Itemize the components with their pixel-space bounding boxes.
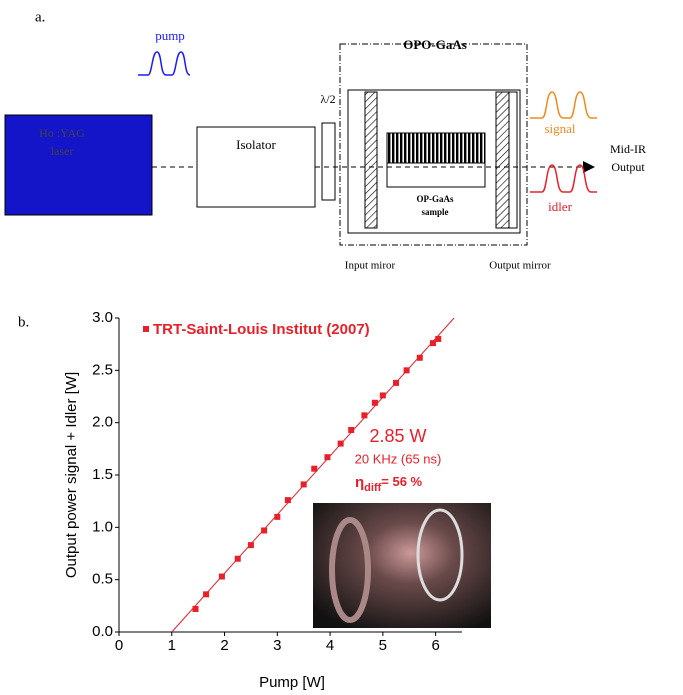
y-tick-label: 0.5 <box>92 571 113 588</box>
point <box>284 497 291 504</box>
panel-label: a. <box>35 9 45 25</box>
arrow-head <box>583 161 595 173</box>
point <box>300 481 307 488</box>
point <box>429 340 436 347</box>
efficiency-subscript: diff <box>364 482 381 494</box>
efficiency-text: = 56 % <box>381 474 422 489</box>
x-tick-label: 1 <box>168 637 176 654</box>
isolator-label: Isolator <box>236 137 276 152</box>
point <box>403 367 410 374</box>
point <box>337 440 344 447</box>
y-tick-label: 3.0 <box>92 309 113 326</box>
sample-label: sample <box>422 207 449 217</box>
point <box>218 573 225 580</box>
waveplate-label: λ/2 <box>320 92 335 106</box>
y-tick-label: 0.0 <box>92 623 113 640</box>
y-tick-label: 1.5 <box>92 466 113 483</box>
legend-label: TRT-Saint-Louis Institut (2007) <box>153 321 370 338</box>
point <box>348 426 355 433</box>
isolator-box <box>196 126 316 208</box>
panel-label: b. <box>18 314 29 330</box>
output-mirror-plate <box>508 91 518 229</box>
opo-frame <box>339 43 528 246</box>
point <box>416 354 423 361</box>
x-tick-label: 4 <box>326 637 334 654</box>
output-mirror <box>495 91 510 229</box>
opo-cavity <box>347 89 521 234</box>
point <box>393 379 400 386</box>
x-tick-label: 0 <box>115 637 123 654</box>
input-mirror <box>364 91 378 229</box>
point <box>324 454 331 461</box>
signal-label: signal <box>544 121 575 136</box>
output-label: Mid-IR <box>610 142 646 156</box>
legend-swatch <box>143 326 149 332</box>
point <box>234 555 241 562</box>
point <box>435 335 442 342</box>
y-tick-label: 2.5 <box>92 361 113 378</box>
laser-label: laser <box>51 144 74 158</box>
waveplate <box>321 122 336 201</box>
photo-mirror <box>329 517 371 623</box>
laser-box <box>4 114 153 216</box>
x-tick-label: 3 <box>273 637 281 654</box>
chart: b. Pump [W] Output power signal + Idler … <box>18 309 491 691</box>
input-mirror-label: Input miror <box>345 260 396 272</box>
output-label: Output <box>611 160 645 174</box>
idler-pulse <box>530 164 597 193</box>
y-tick-label: 2.0 <box>92 414 113 431</box>
efficiency: ηdiff= 56 % <box>355 474 423 494</box>
annotation: 2.85 W <box>369 426 426 446</box>
pump-pulse <box>138 51 191 76</box>
crystal <box>386 132 486 164</box>
output-mirror-label: Output mirror <box>489 260 551 272</box>
diagram: a. pump Ho :YAG laser Isolator λ/2 OPO-G… <box>4 9 646 272</box>
photo-mirror <box>416 508 464 602</box>
y-axis-label: Output power signal + Idler [W] <box>63 372 80 578</box>
point <box>261 527 268 534</box>
point <box>379 392 386 399</box>
sample-label: OP-GaAs <box>417 194 454 204</box>
point <box>274 513 281 520</box>
opo-title: OPO-GaAs <box>403 37 467 52</box>
point <box>311 465 318 472</box>
point <box>247 542 254 549</box>
x-axis-label: Pump [W] <box>259 674 325 691</box>
point <box>371 399 378 406</box>
x-tick-label: 6 <box>431 637 439 654</box>
point <box>361 412 368 419</box>
signal-pulse <box>530 91 597 119</box>
y-tick-label: 1.0 <box>92 518 113 535</box>
x-tick-label: 2 <box>220 637 228 654</box>
x-tick-label: 5 <box>379 637 387 654</box>
point <box>203 591 210 598</box>
idler-label: idler <box>548 199 572 214</box>
pump-label: pump <box>155 28 185 43</box>
laser-label: Ho :YAG <box>39 126 85 140</box>
point <box>192 605 199 612</box>
efficiency-symbol: η <box>355 474 364 491</box>
annotation: 20 KHz (65 ns) <box>355 451 442 466</box>
